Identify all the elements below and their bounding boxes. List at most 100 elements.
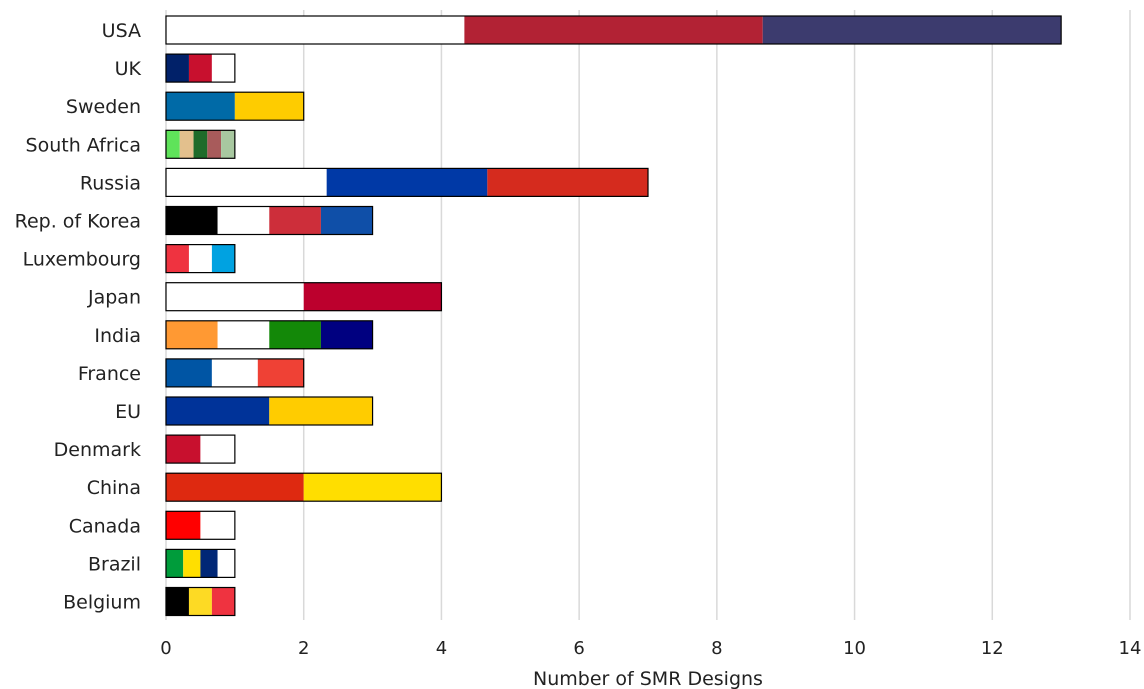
bar-outline — [165, 434, 236, 464]
bar-segment — [179, 130, 194, 159]
bar-segment — [200, 435, 235, 464]
bar-segment — [211, 358, 258, 387]
category-label: France — [78, 363, 141, 385]
bar-outline — [165, 167, 649, 197]
gridlines — [165, 10, 1131, 620]
bar-outline — [165, 53, 236, 83]
bar-india — [165, 320, 374, 350]
bar-segment — [166, 320, 218, 349]
bar-segment — [464, 16, 763, 44]
bar-segment — [217, 549, 235, 578]
x-tick-labels: 0 2 4 6 8 10 12 14 — [160, 638, 1141, 659]
bars — [165, 15, 1062, 617]
category-label: Brazil — [88, 553, 141, 575]
category-label: Canada — [69, 515, 141, 537]
category-label: Rep. of Korea — [15, 211, 141, 233]
category-label: EU — [115, 401, 141, 423]
bar-segment — [269, 397, 373, 425]
bar-segment — [211, 244, 235, 273]
category-label: UK — [115, 58, 142, 80]
bar-outline — [165, 244, 236, 274]
bar-segment — [193, 130, 208, 159]
bar-segment — [217, 320, 270, 349]
bar-outline — [165, 396, 374, 426]
category-label: USA — [102, 20, 141, 42]
bar-outline — [165, 15, 1062, 45]
category-label: Japan — [87, 287, 141, 309]
bar-outline — [165, 282, 443, 312]
bar-outline — [165, 586, 236, 617]
bar-segment — [303, 473, 442, 502]
bar-sweden — [165, 91, 305, 121]
bar-segment — [487, 168, 648, 197]
bar-outline — [165, 129, 236, 159]
bar-segment — [303, 282, 442, 311]
x-tick-label: 10 — [843, 638, 866, 659]
bar-brazil — [165, 548, 236, 579]
bar-segment — [166, 16, 465, 44]
bar-segment — [166, 587, 189, 616]
bar-segment — [320, 206, 373, 235]
bar-segment — [326, 168, 488, 197]
bar-canada — [165, 510, 236, 540]
x-tick-label: 2 — [298, 638, 309, 659]
category-label: Sweden — [66, 96, 141, 118]
bar-outline — [165, 358, 305, 388]
x-tick-label: 6 — [573, 638, 584, 659]
bar-segment — [166, 168, 327, 197]
bar-segment — [234, 92, 304, 121]
x-tick-label: 12 — [981, 638, 1004, 659]
bar-outline — [165, 548, 236, 579]
bar-france — [165, 358, 305, 388]
bar-luxembourg — [165, 244, 236, 274]
bar-segment — [166, 130, 180, 159]
bar-segment — [166, 358, 212, 387]
bar-segment — [166, 92, 235, 121]
category-labels: USA UK Sweden South Africa Russia Rep. of Kor… — [15, 20, 142, 614]
x-tick-label: 8 — [711, 638, 722, 659]
bar-outline — [165, 472, 443, 502]
bar-segment — [221, 130, 235, 159]
bar-segment — [166, 397, 270, 425]
category-label: Luxembourg — [23, 249, 141, 271]
bar-belgium — [165, 586, 236, 617]
bar-segment — [200, 511, 235, 540]
bar-uk — [165, 53, 236, 83]
category-label: Denmark — [54, 439, 141, 461]
x-tick-label: 4 — [436, 638, 447, 659]
bar-segment — [269, 320, 321, 349]
bar-segment — [166, 282, 304, 311]
bar-segment — [320, 320, 373, 349]
bar-segment — [188, 54, 212, 83]
category-label: Russia — [80, 172, 141, 194]
category-label: China — [87, 477, 141, 499]
bar-segment — [762, 16, 1062, 44]
bar-south-africa — [165, 129, 236, 159]
bar-segment — [211, 54, 235, 83]
bar-outline — [165, 91, 305, 121]
category-label: Belgium — [63, 592, 141, 614]
bar-segment — [183, 549, 201, 578]
bar-segment — [188, 244, 212, 273]
bar-segment — [166, 435, 201, 464]
bar-segment — [166, 473, 304, 502]
bar-eu — [165, 396, 374, 426]
bar-usa — [165, 15, 1062, 45]
bar-japan — [165, 282, 443, 312]
bar-segment — [166, 54, 189, 83]
bar-segment — [269, 206, 321, 235]
bar-segment — [166, 549, 184, 578]
bar-denmark — [165, 434, 236, 464]
x-tick-label: 14 — [1119, 638, 1142, 659]
bar-segment — [166, 511, 201, 540]
bar-outline — [165, 205, 374, 236]
x-axis-title: Number of SMR Designs — [533, 668, 763, 689]
bar-segment — [257, 358, 304, 387]
category-label: South Africa — [26, 134, 141, 156]
bar-segment — [188, 587, 212, 616]
bar-china — [165, 472, 443, 502]
category-label: India — [94, 325, 141, 347]
bar-outline — [165, 320, 374, 350]
